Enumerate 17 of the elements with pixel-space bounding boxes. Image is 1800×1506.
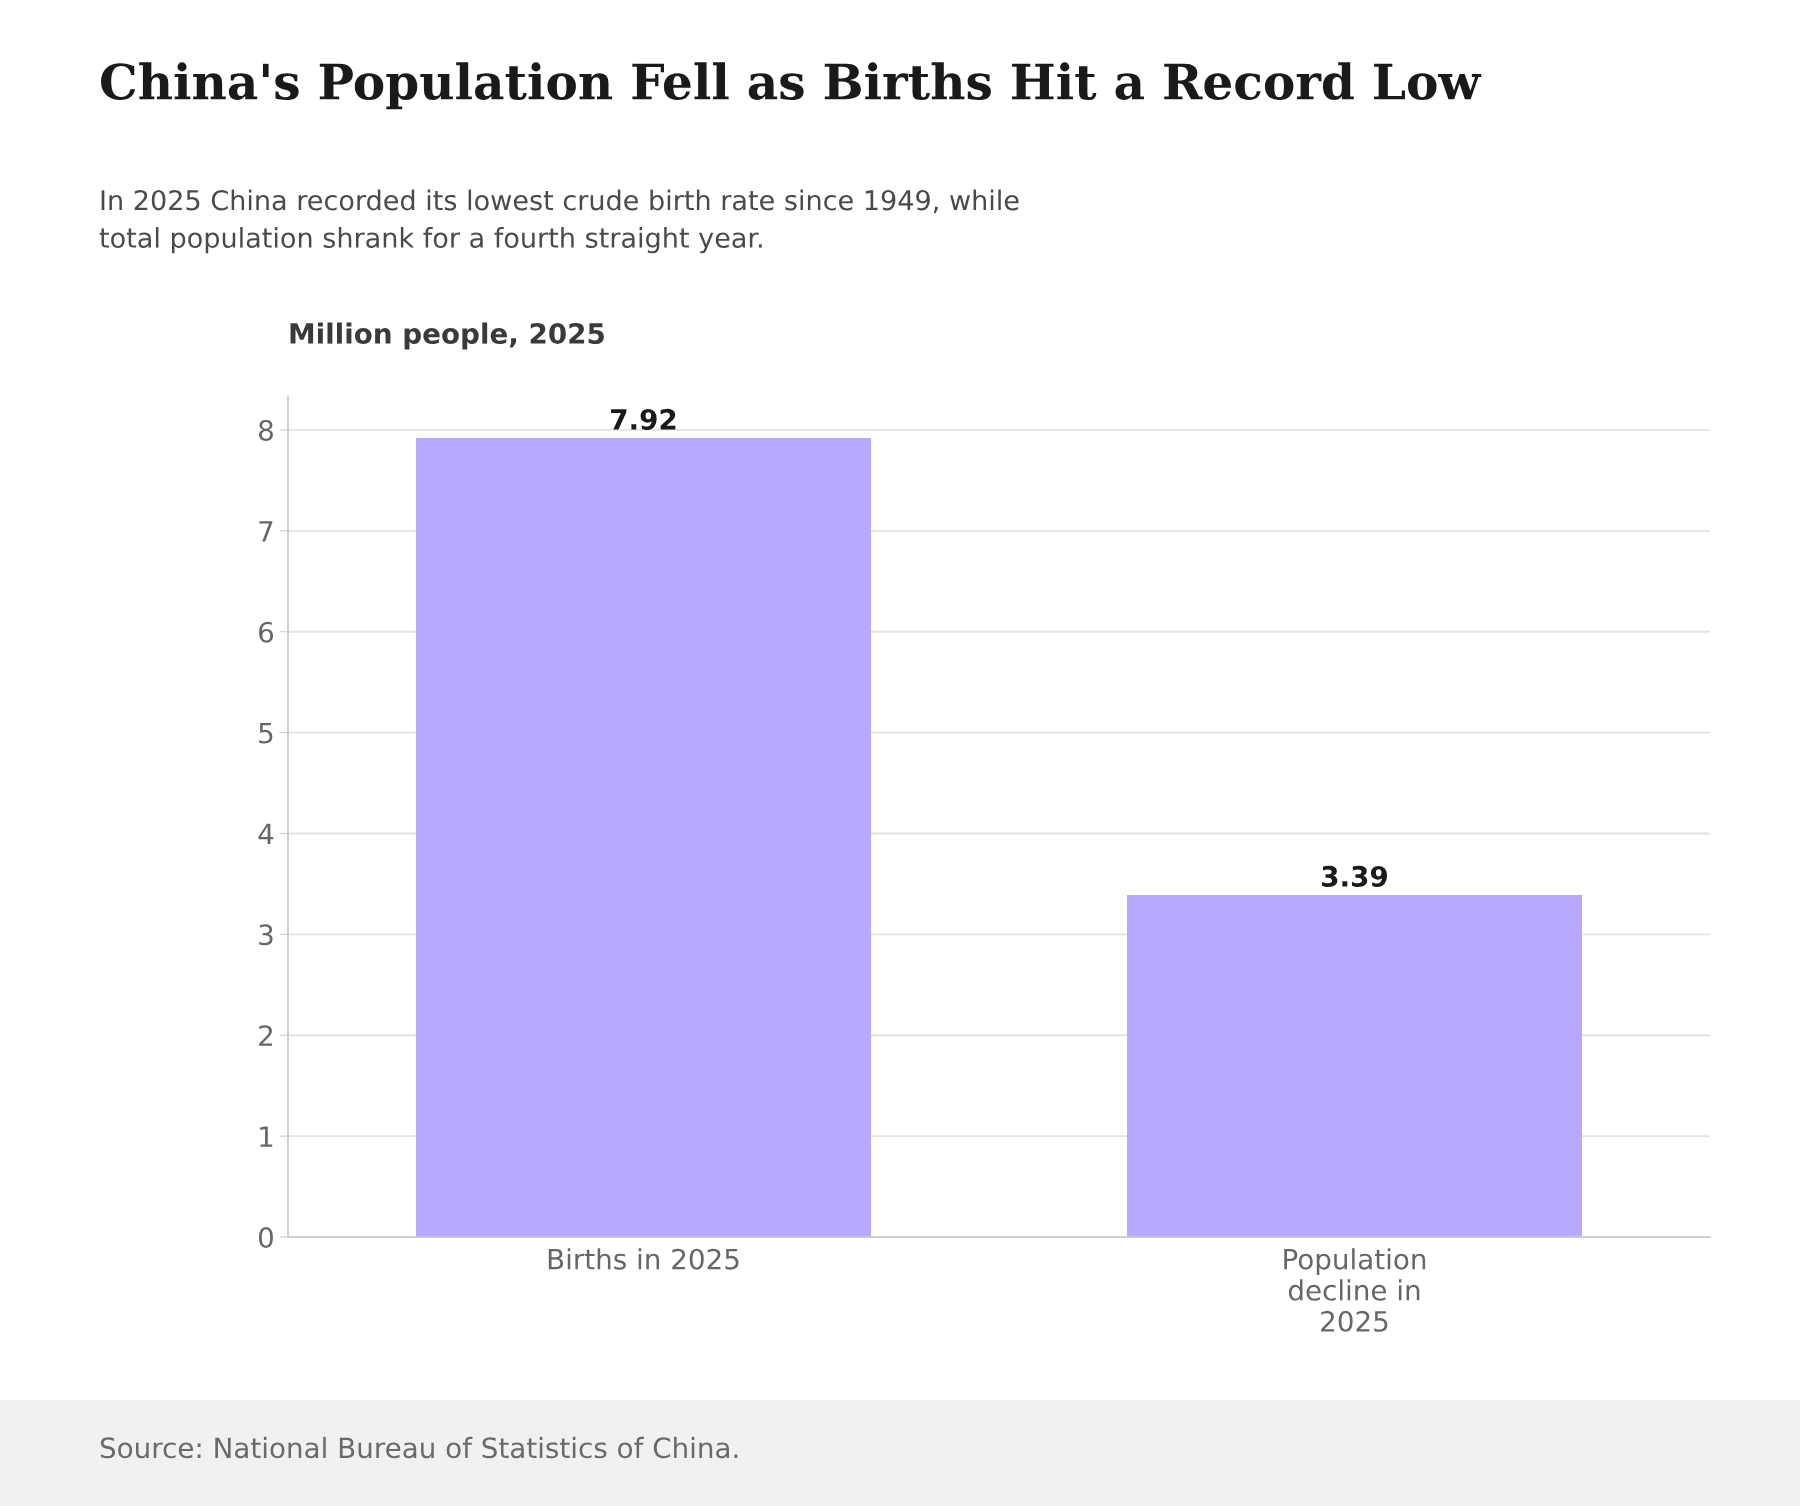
x-tick-label: Population decline in 2025 [1284, 1248, 1426, 1332]
y-tick-label: 2 [259, 1025, 273, 1046]
y-tick-label: 3 [259, 924, 273, 946]
y-tick-label: 8 [259, 419, 273, 441]
y-tick-label: 7 [259, 521, 273, 542]
y-tick-label: 6 [259, 621, 274, 643]
y-tick-label: 1 [260, 1126, 273, 1147]
data-label: 7.92 [611, 408, 676, 430]
y-tick-label: 5 [259, 722, 273, 744]
chart-subtitle: In 2025 China recorded its lowest crude birth rate since 1949, while total population shrank for a fourth straight year. [99, 189, 1019, 254]
y-tick-label: 0 [258, 1226, 273, 1248]
source-note: Source: National Bureau of Statistics of China. [100, 1436, 738, 1459]
y-tick-label: 4 [258, 823, 274, 845]
y-axis-title: Million people, 2025 [290, 322, 604, 350]
x-tick-label: Births in 2025 [548, 1248, 739, 1270]
chart-title: China's Population Fell as Births Hit a Record Low [101, 62, 1482, 110]
data-label: 3.39 [1322, 865, 1387, 887]
